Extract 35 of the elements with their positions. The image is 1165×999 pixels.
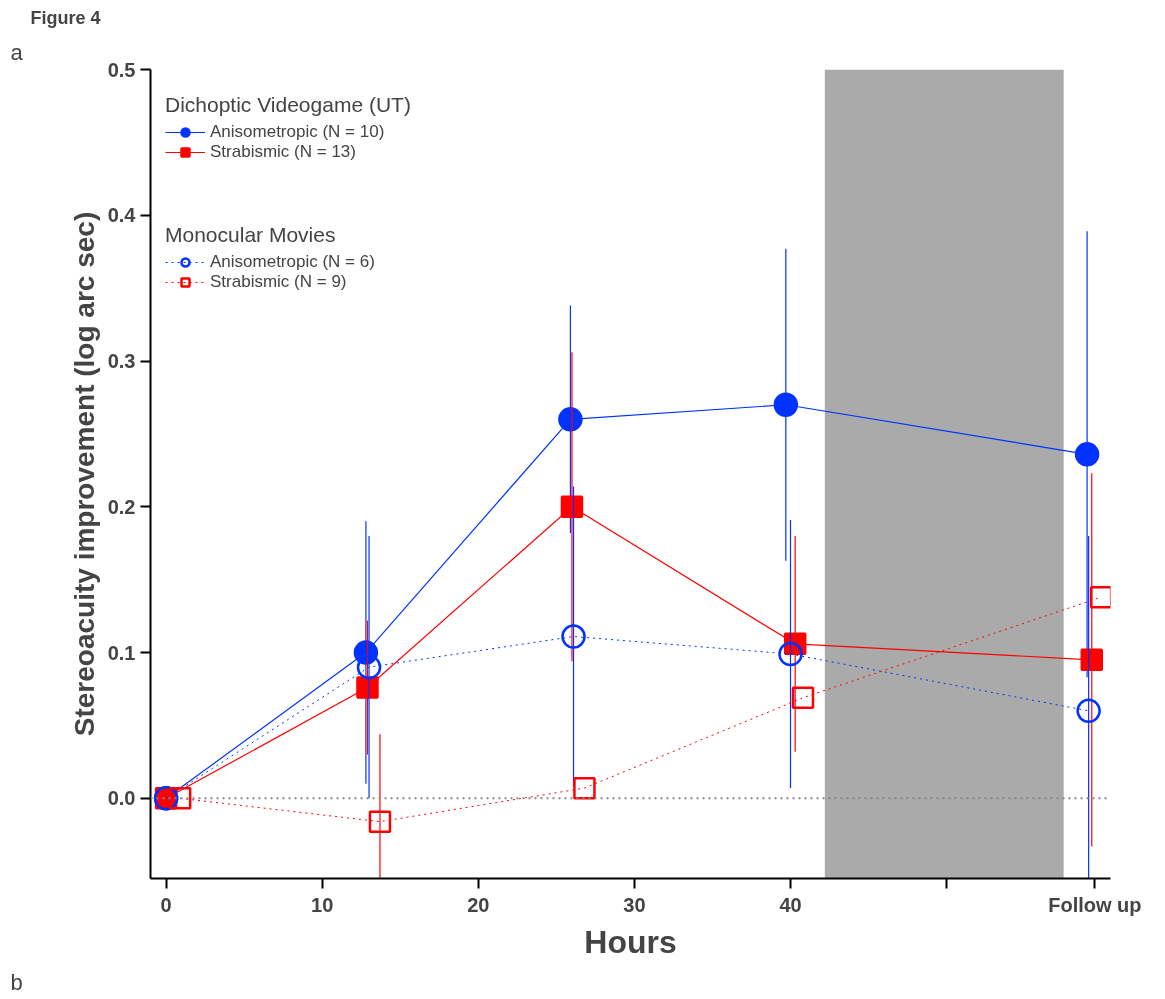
point <box>773 392 799 417</box>
x-axis-title: Hours <box>584 923 677 960</box>
point <box>356 654 382 680</box>
x-tick-label: 20 <box>467 893 490 916</box>
point <box>1076 698 1101 724</box>
point <box>560 495 584 519</box>
point <box>168 787 192 810</box>
text: Dichoptic Videogame (UT) <box>165 93 411 116</box>
y-tick-label: 0.2 <box>107 495 136 518</box>
y-tick-label: 0.0 <box>107 787 136 810</box>
text: b <box>10 969 23 995</box>
y-tick-label: 0.3 <box>107 350 136 373</box>
point <box>778 641 803 667</box>
point <box>561 624 586 649</box>
point <box>1074 442 1100 467</box>
text: a <box>10 39 24 65</box>
y-axis-title: Stereoacuity improvement (log arc sec) <box>68 211 100 737</box>
y-tick-label: 0.5 <box>107 58 136 81</box>
point <box>791 686 815 709</box>
point <box>1080 648 1104 672</box>
x-tick-label: 10 <box>311 893 334 916</box>
x-tick-label: 40 <box>779 893 802 916</box>
x-tick-label: Follow up <box>1048 893 1142 916</box>
text: Monocular Movies <box>165 223 336 246</box>
legend-label: Anisometropic (N = 10) <box>210 122 385 142</box>
y-tick-label: 0.1 <box>107 641 136 664</box>
legend-label: Strabismic (N = 9) <box>210 272 347 292</box>
point <box>368 810 392 833</box>
chart-title: Figure 4 <box>30 7 101 28</box>
legend-label: Anisometropic (N = 6) <box>210 252 375 272</box>
x-tick-label: 0 <box>160 893 172 916</box>
point <box>573 776 596 800</box>
y-tick-label: 0.4 <box>107 204 137 227</box>
x-tick-label: 30 <box>623 893 646 916</box>
legend-label: Strabismic (N = 13) <box>210 142 356 162</box>
